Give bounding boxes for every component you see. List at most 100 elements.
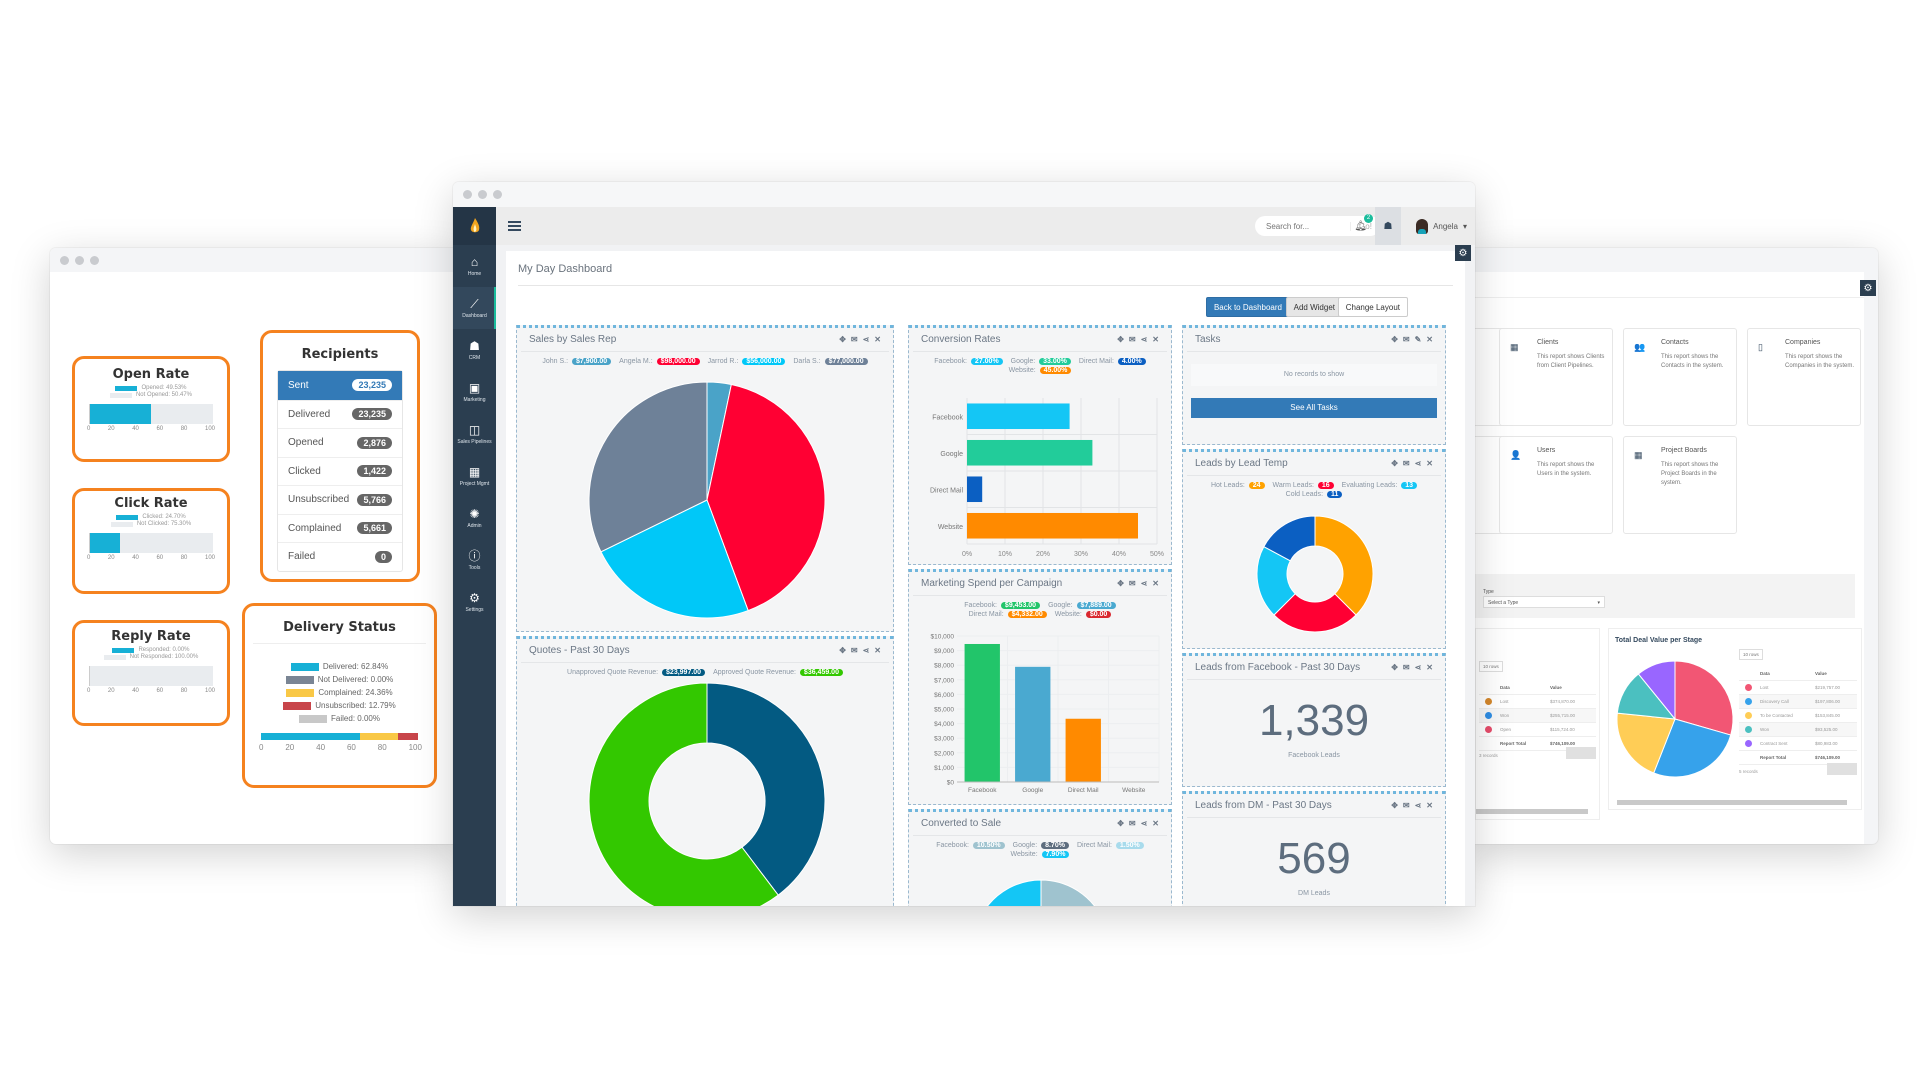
horizontal-scrollbar[interactable] [1617, 800, 1847, 805]
window-dot[interactable] [90, 255, 99, 265]
legend-item: Not Responded: 100.00% [75, 654, 227, 660]
close-icon[interactable]: ✕ [1152, 579, 1159, 588]
move-icon[interactable]: ✥ [1117, 579, 1124, 588]
user-menu[interactable]: Angela ▾ [1416, 218, 1467, 234]
email-icon[interactable]: ✉ [1402, 459, 1410, 468]
move-icon[interactable]: ✥ [1391, 801, 1398, 810]
email-icon[interactable]: ✉ [850, 646, 858, 655]
email-icon[interactable]: ✉ [1128, 579, 1136, 588]
see-all-tasks-button[interactable]: See All Tasks [1191, 398, 1437, 418]
sidebar-item-sales-pipelines[interactable]: ◫ Sales Pipelines [457, 423, 492, 445]
facebook-leads-caption: Facebook Leads [1288, 752, 1340, 759]
share-icon[interactable]: ⋖ [1414, 459, 1422, 468]
sidebar-item-home[interactable]: ⌂ Home [467, 255, 482, 277]
close-icon[interactable]: ✕ [874, 646, 881, 655]
widget-leads-by-temp: Leads by Lead Temp ✥ ✉ ⋖ ✕ Hot Leads: 24 Wa… [1182, 449, 1446, 649]
email-icon[interactable]: ✉ [1128, 819, 1136, 828]
email-icon[interactable]: ✉ [850, 335, 858, 344]
report-card-project-boards[interactable]: ▦ Project Boards This report shows the P… [1623, 436, 1737, 534]
share-icon[interactable]: ⋖ [1140, 579, 1148, 588]
app-logo[interactable] [453, 207, 496, 245]
close-icon[interactable]: ✕ [1426, 459, 1433, 468]
close-icon[interactable]: ✕ [1152, 335, 1159, 344]
rows-per-page-select[interactable]: 10 rows [1739, 649, 1763, 660]
recipient-row-clicked[interactable]: Clicked 1,422 [278, 456, 402, 486]
window-dot[interactable] [493, 190, 502, 199]
table-icon: ▦ [1634, 450, 1643, 460]
move-icon[interactable]: ✥ [1117, 335, 1124, 344]
horizontal-scrollbar[interactable] [1476, 809, 1588, 814]
recipient-row-delivered[interactable]: Delivered 23,235 [278, 399, 402, 429]
move-icon[interactable]: ✥ [1391, 459, 1398, 468]
report-card-users[interactable]: 👤 Users This report shows the Users in t… [1499, 436, 1613, 534]
move-icon[interactable]: ✥ [1391, 335, 1398, 344]
sidebar-item-marketing[interactable]: ▣ Marketing [463, 381, 486, 403]
click-rate-bar [89, 533, 213, 553]
marketing-spend-bar-chart: $0 $1,000 $2,000 $3,000 $4,000 $5,000 $6,000 $7… [931, 634, 1160, 794]
settings-cog-icon[interactable]: ⚙ [1860, 280, 1876, 296]
bell-icon[interactable]: 🔔︎ [1354, 220, 1367, 232]
share-icon[interactable]: ⋖ [862, 646, 870, 655]
search-input[interactable] [1255, 221, 1350, 231]
move-icon[interactable]: ✥ [839, 646, 846, 655]
recipient-row-opened[interactable]: Opened 2,876 [278, 428, 402, 457]
legend-item: Opened: 49.53% [75, 385, 227, 391]
move-icon[interactable]: ✥ [839, 335, 846, 344]
report-card-companies[interactable]: ▯ Companies This report shows the Compan… [1747, 328, 1861, 426]
recipient-row-failed[interactable]: Failed 0 [278, 542, 402, 571]
pagination[interactable] [1566, 747, 1596, 759]
sidebar-item-admin[interactable]: ✺ Admin [467, 507, 482, 529]
wrench-icon[interactable]: ✎ [1414, 335, 1422, 344]
window-dot[interactable] [75, 255, 84, 265]
search-go-button[interactable]: Go! [1350, 221, 1380, 231]
sidebar-item-settings[interactable]: ⚙ Settings [465, 591, 484, 613]
settings-cog-icon[interactable]: ⚙ [1455, 245, 1471, 261]
share-icon[interactable]: ⋖ [1140, 335, 1148, 344]
rows-per-page-select[interactable]: 10 rows [1479, 661, 1503, 672]
type-select[interactable]: Select a Type ▾ [1483, 596, 1605, 608]
widget-title: Conversion Rates [921, 334, 1001, 345]
team-icon[interactable]: ☗ [1375, 207, 1401, 245]
recipient-row-sent[interactable]: Sent 23,235 [278, 371, 402, 400]
close-icon[interactable]: ✕ [1152, 819, 1159, 828]
back-to-dashboard-button[interactable]: Back to Dashboard [1205, 297, 1290, 317]
card-title: Reply Rate [111, 629, 191, 644]
move-icon[interactable]: ✥ [1391, 663, 1398, 672]
email-icon[interactable]: ✉ [1402, 335, 1410, 344]
email-icon[interactable]: ✉ [1402, 663, 1410, 672]
close-icon[interactable]: ✕ [1426, 801, 1433, 810]
recipient-row-complained[interactable]: Complained 5,661 [278, 513, 402, 543]
report-card-contacts[interactable]: 👥 Contacts This report shows the Contact… [1623, 328, 1737, 426]
users-icon: ☗ [469, 339, 480, 353]
sidebar-item-project-mgmt[interactable]: ▦ Project Mgmt [459, 465, 490, 487]
report-card-clients[interactable]: ▦ Clients This report shows Clients from… [1499, 328, 1613, 426]
close-icon[interactable]: ✕ [1426, 663, 1433, 672]
sidebar-item-crm[interactable]: ☗ CRM [468, 339, 481, 361]
sidebar-item-tools[interactable]: ⓘ Tools [468, 549, 481, 571]
move-icon[interactable]: ✥ [1117, 819, 1124, 828]
add-widget-button[interactable]: Add Widget [1285, 297, 1343, 317]
pagination[interactable] [1827, 763, 1857, 775]
close-icon[interactable]: ✕ [874, 335, 881, 344]
window-dot[interactable] [463, 190, 472, 199]
window-dot[interactable] [478, 190, 487, 199]
dashboard-content: ⚙ My Day Dashboard Back to Dashboard Add… [496, 245, 1475, 906]
sidebar-item-dashboard[interactable]: ⟋ Dashboard [453, 287, 496, 329]
card-title: Open Rate [112, 367, 190, 382]
window-dot[interactable] [60, 255, 69, 265]
share-icon[interactable]: ⋖ [1414, 663, 1422, 672]
widget-title: Marketing Spend per Campaign [921, 578, 1063, 589]
share-icon[interactable]: ⋖ [1414, 801, 1422, 810]
table-row: Lost $374,870.00 [1479, 695, 1596, 709]
recipient-row-unsubscribed[interactable]: Unsubscribed 5,766 [278, 485, 402, 514]
email-icon[interactable]: ✉ [1128, 335, 1136, 344]
building-icon: ▯ [1758, 342, 1763, 352]
share-icon[interactable]: ⋖ [1140, 819, 1148, 828]
hamburger-menu-icon[interactable] [508, 221, 521, 231]
widget-tasks: Tasks ✥ ✉ ✎ ✕ No records to show See All Ta… [1182, 325, 1446, 445]
svg-text:Direct Mail: Direct Mail [1068, 787, 1099, 794]
email-icon[interactable]: ✉ [1402, 801, 1410, 810]
close-icon[interactable]: ✕ [1426, 335, 1433, 344]
change-layout-button[interactable]: Change Layout [1337, 297, 1408, 317]
share-icon[interactable]: ⋖ [862, 335, 870, 344]
